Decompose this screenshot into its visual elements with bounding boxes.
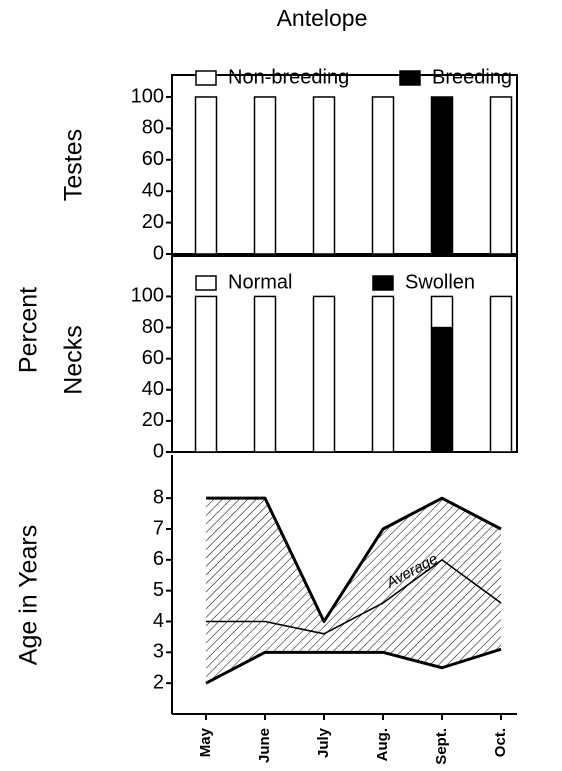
- bar-segment: [489, 96, 513, 255]
- y-tick-label: 0: [153, 242, 164, 264]
- bar-segment: [430, 326, 454, 453]
- legend-label: Breeding: [432, 66, 512, 88]
- legend-label: Non-breeding: [228, 66, 349, 88]
- bar-segment: [430, 96, 454, 255]
- y-tick-label: 80: [142, 316, 164, 338]
- x-tick-label: July: [315, 727, 332, 758]
- plot-frame: [171, 255, 518, 453]
- y-tick-label: 4: [153, 610, 164, 632]
- x-tick-label: May: [197, 727, 214, 757]
- bar-segment: [253, 295, 277, 453]
- bar-segment: [489, 295, 513, 453]
- y-tick-label: 6: [153, 548, 164, 570]
- bar-segment: [371, 96, 395, 255]
- bar-segment: [312, 96, 336, 255]
- bar-segment: [253, 96, 277, 255]
- y-tick-label: 100: [131, 85, 164, 107]
- x-tick-label: Aug.: [374, 728, 391, 761]
- x-tick-label: June: [256, 728, 273, 763]
- y-tick-label: 60: [142, 148, 164, 170]
- y-axis-label: Necks: [60, 325, 88, 394]
- y-tick-label: 60: [142, 347, 164, 369]
- y-tick-label: 20: [142, 211, 164, 233]
- x-tick-label: Sept.: [433, 728, 450, 765]
- y-tick-label: 80: [142, 117, 164, 139]
- y-tick-label: 2: [153, 671, 164, 693]
- bar-segment: [371, 295, 395, 453]
- plot-frame: [171, 74, 518, 255]
- hatched-range: [206, 498, 501, 684]
- y-tick-label: 20: [142, 409, 164, 431]
- legend-label: Normal: [228, 271, 292, 293]
- bar-segment: [194, 295, 218, 453]
- bar-segment: [430, 295, 454, 329]
- y-tick-label: 3: [153, 641, 164, 663]
- bar-segment: [194, 96, 218, 255]
- y-tick-label: 40: [142, 378, 164, 400]
- legend-swatch: [399, 70, 421, 86]
- legend-swatch: [195, 275, 217, 291]
- y-tick-label: 0: [153, 440, 164, 462]
- x-tick-label: Oct.: [492, 728, 509, 757]
- legend-swatch: [372, 275, 394, 291]
- y-tick-label: 5: [153, 579, 164, 601]
- y-axis-label: Testes: [60, 129, 88, 201]
- y-tick-label: 100: [131, 285, 164, 307]
- y-tick-label: 8: [153, 486, 164, 508]
- bar-segment: [312, 295, 336, 453]
- chart-title: Antelope: [277, 5, 368, 31]
- legend-swatch: [195, 70, 217, 86]
- y-tick-label: 7: [153, 517, 164, 539]
- age-line: [205, 647, 502, 685]
- legend-label: Swollen: [405, 271, 475, 293]
- y-axis-label: Age in Years: [15, 525, 43, 665]
- y-tick-label: 40: [142, 179, 164, 201]
- y-axis-group-label: Percent: [15, 287, 43, 373]
- age-line: [206, 559, 502, 635]
- age-line: [206, 496, 502, 623]
